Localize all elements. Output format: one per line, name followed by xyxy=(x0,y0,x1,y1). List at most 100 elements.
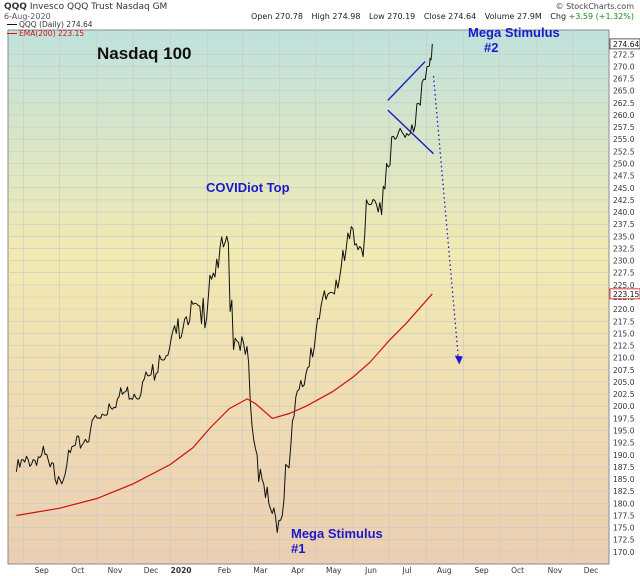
x-tick-label: Jul xyxy=(402,566,412,575)
y-tick-label: 270.0 xyxy=(613,62,635,71)
annotation-mega-stimulus-1: Mega Stimulus #1 xyxy=(291,526,383,556)
x-tick-label: Oct xyxy=(511,566,524,575)
chg-value: +3.59 (+1.32%) xyxy=(568,12,634,21)
annotation-covid-top: COVIDiot Top xyxy=(206,180,290,195)
ema-tag-box xyxy=(609,288,640,300)
legend: QQQ (Daily) 274.64 EMA(200) 223.15 xyxy=(7,20,93,38)
y-tick-label: 180.0 xyxy=(613,499,635,508)
x-tick-label: Nov xyxy=(548,566,563,575)
y-tick-label: 205.0 xyxy=(613,378,635,387)
y-tick-label: 230.0 xyxy=(613,257,635,266)
x-tick-label: May xyxy=(326,566,342,575)
volume-label: Volume xyxy=(484,12,515,21)
chg-label: Chg xyxy=(550,12,567,21)
chart-title: Nasdaq 100 xyxy=(97,44,192,63)
legend-swatch-price xyxy=(7,23,17,26)
y-tick-label: 250.0 xyxy=(613,160,635,169)
y-tick-label: 240.0 xyxy=(613,208,635,217)
price-line xyxy=(15,43,433,533)
y-tick-label: 207.5 xyxy=(613,366,635,375)
mega-1-line2: #1 xyxy=(291,541,306,556)
chart-date: 6-Aug-2020 xyxy=(4,12,51,21)
y-tick-label: 262.5 xyxy=(613,99,635,108)
annotation-mega-stimulus-2: Mega Stimulus #2 xyxy=(468,25,560,55)
x-tick-label: Dec xyxy=(584,566,599,575)
projection-arrow-line xyxy=(432,76,460,363)
y-tick-label: 195.0 xyxy=(613,427,635,436)
open-label: Open xyxy=(251,12,273,21)
y-tick-label: 265.0 xyxy=(613,87,635,96)
x-tick-label: Sep xyxy=(35,566,49,575)
price-tag-box xyxy=(609,38,640,50)
gridlines xyxy=(8,30,609,564)
y-tick-label: 242.5 xyxy=(613,196,635,205)
x-tick-label: Aug xyxy=(437,566,452,575)
y-tick-label: 170.0 xyxy=(613,548,635,557)
y-tick-label: 187.5 xyxy=(613,463,635,472)
x-tick-label: Feb xyxy=(218,566,232,575)
x-axis: Sep Oct Nov Dec 2020 Feb Mar Apr May Jun Jul Aug Sep… xyxy=(35,566,599,575)
y-tick-label: 235.0 xyxy=(613,232,635,241)
y-tick-label: 225.0 xyxy=(613,281,635,290)
y-axis: 170.0 172.5 175.0 177.5 180.0 182.5 185.0 187.5… xyxy=(613,50,635,557)
x-tick-label: Oct xyxy=(71,566,84,575)
flag-lower-line xyxy=(387,109,434,155)
mega-1-line1: Mega Stimulus xyxy=(291,526,383,541)
close-value: 274.64 xyxy=(448,12,477,21)
y-tick-label: 192.5 xyxy=(613,439,635,448)
close-label: Close xyxy=(423,12,446,21)
volume-value: 27.9M xyxy=(517,12,542,21)
y-tick-label: 260.0 xyxy=(613,111,635,120)
symbol-title: QQQ Invesco QQQ Trust Nasdaq GM xyxy=(4,2,167,12)
low-value: 270.19 xyxy=(387,12,416,21)
y-tick-label: 197.5 xyxy=(613,414,635,423)
legend-item-ema: EMA(200) 223.15 xyxy=(7,29,93,38)
y-tick-label: 245.0 xyxy=(613,184,635,193)
legend-label-ema: EMA(200) 223.15 xyxy=(19,29,85,38)
x-tick-label: Nov xyxy=(108,566,123,575)
symbol: QQQ xyxy=(4,2,27,12)
price-tag-text: 274.64 xyxy=(613,40,639,49)
y-tick-label: 175.0 xyxy=(613,524,635,533)
y-tick-label: 220.0 xyxy=(613,305,635,314)
y-tick-label: 202.5 xyxy=(613,390,635,399)
y-tick-label: 217.5 xyxy=(613,317,635,326)
ema-tag-text: 223.15 xyxy=(613,290,639,299)
x-tick-label: Dec xyxy=(144,566,159,575)
open-value: 270.78 xyxy=(274,12,303,21)
x-tick-label: Jun xyxy=(364,566,377,575)
y-tick-label: 232.5 xyxy=(613,244,635,253)
low-label: Low xyxy=(368,12,385,21)
legend-swatch-ema xyxy=(7,32,17,35)
y-tick-label: 247.5 xyxy=(613,172,635,181)
y-tick-label: 172.5 xyxy=(613,536,635,545)
y-tick-label: 185.0 xyxy=(613,475,635,484)
mega-2-line2: #2 xyxy=(484,40,499,55)
y-tick-label: 267.5 xyxy=(613,75,635,84)
y-tick-label: 257.5 xyxy=(613,123,635,132)
x-tick-label: Apr xyxy=(291,566,305,575)
y-tick-label: 237.5 xyxy=(613,220,635,229)
symbol-description: Invesco QQQ Trust Nasdaq GM xyxy=(29,2,168,12)
chart-header: QQQ Invesco QQQ Trust Nasdaq GM 6-Aug-20… xyxy=(0,0,640,30)
high-label: High xyxy=(311,12,330,21)
x-tick-label: Mar xyxy=(253,566,268,575)
overlays xyxy=(387,61,463,365)
y-tick-label: 190.0 xyxy=(613,451,635,460)
y-tick-label: 212.5 xyxy=(613,342,635,351)
y-tick-label: 182.5 xyxy=(613,487,635,496)
y-tick-label: 200.0 xyxy=(613,402,635,411)
x-tick-label: 2020 xyxy=(171,566,192,575)
y-tick-label: 252.5 xyxy=(613,147,635,156)
flag-upper-line xyxy=(387,61,426,101)
y-tick-label: 215.0 xyxy=(613,329,635,338)
x-tick-label: Sep xyxy=(475,566,489,575)
y-tick-label: 227.5 xyxy=(613,269,635,278)
legend-item-price: QQQ (Daily) 274.64 xyxy=(7,20,93,29)
y-tick-label: 255.0 xyxy=(613,135,635,144)
value-tags: 274.64 223.15 xyxy=(609,38,640,300)
brand-label: © StockCharts.com xyxy=(555,2,634,11)
ohlc-readout: Open 270.78 High 274.98 Low 270.19 Close… xyxy=(251,12,634,21)
projection-arrowhead xyxy=(454,355,463,365)
